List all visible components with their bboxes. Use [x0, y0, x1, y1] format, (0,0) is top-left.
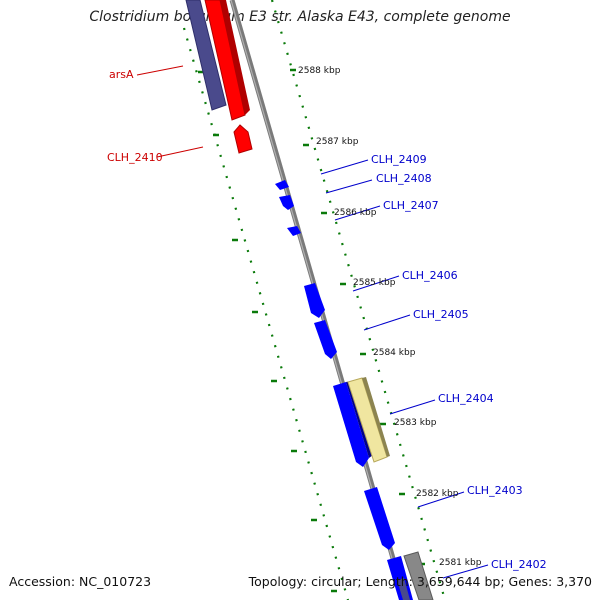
scale-label: 2586 kbp	[334, 208, 377, 218]
outer-tick-rail	[182, 27, 350, 600]
scale-label: 2582 kbp	[416, 489, 459, 499]
gene-label-CLH_2403[interactable]: CLH_2403	[467, 484, 523, 497]
scale-label: 2588 kbp	[298, 66, 341, 76]
leader-CLH_2403	[417, 491, 465, 508]
scale-labels: 2588 kbp 2587 kbp 2586 kbp 2585 kbp 2584…	[298, 66, 482, 568]
scale-label: 2583 kbp	[394, 418, 437, 428]
gene-CLH_2410[interactable]	[233, 124, 253, 154]
gene-arsA-shade	[220, 0, 250, 115]
gene-grey-bottom[interactable]	[403, 551, 434, 600]
leader-CLH_2410	[156, 146, 204, 158]
cds-band-arsA[interactable]	[185, 0, 227, 111]
gene-CLH_2408[interactable]	[279, 195, 294, 210]
leader-CLH_2402	[442, 564, 489, 579]
label-leaders	[136, 65, 489, 579]
gene-label-CLH_2404[interactable]: CLH_2404	[438, 392, 494, 405]
leader-CLH_2409	[320, 159, 369, 175]
gene-label-CLH_2410[interactable]: CLH_2410	[107, 151, 163, 164]
scale-label: 2584 kbp	[373, 348, 416, 358]
outer-major-ticks	[198, 70, 337, 593]
leader-arsA	[136, 65, 184, 76]
leader-CLH_2407	[334, 205, 381, 221]
inner-tick-rail	[270, 0, 447, 600]
gene-label-CLH_2405[interactable]: CLH_2405	[413, 308, 469, 321]
gene-label-CLH_2406[interactable]: CLH_2406	[402, 269, 458, 282]
gene-CLH_2404[interactable]	[333, 382, 369, 467]
gene-label-arsA[interactable]: arsA	[109, 68, 134, 81]
gene-CLH_2407[interactable]	[287, 226, 301, 236]
gene-label-CLH_2402[interactable]: CLH_2402	[491, 558, 547, 571]
leader-CLH_2406	[352, 275, 400, 292]
gene-label-CLH_2408[interactable]: CLH_2408	[376, 172, 432, 185]
gene-label-CLH_2409[interactable]: CLH_2409	[371, 153, 427, 166]
gene-label-CLH_2407[interactable]: CLH_2407	[383, 199, 439, 212]
gene-dark-bottom	[397, 578, 410, 600]
gene-CLH_2406[interactable]	[304, 283, 325, 318]
scale-label: 2587 kbp	[316, 137, 359, 147]
gene-pseudo-shade	[362, 377, 390, 457]
scale-label: 2581 kbp	[439, 558, 482, 568]
accession-text: Accession: NC_010723	[9, 574, 152, 589]
scale-label: 2585 kbp	[353, 278, 396, 288]
gene-CLH_2409[interactable]	[275, 180, 289, 190]
leader-CLH_2408	[325, 179, 373, 194]
gene-CLH_2405[interactable]	[314, 320, 337, 359]
genome-stats-text: Topology: circular; Length: 3,659,644 bp…	[248, 574, 592, 589]
leader-CLH_2405	[363, 314, 411, 331]
leader-CLH_2404	[389, 399, 436, 415]
gene-CLH_2403[interactable]	[364, 487, 395, 550]
gene-labels: arsA CLH_2410 CLH_2409 CLH_2408 CLH_2407…	[107, 68, 547, 571]
